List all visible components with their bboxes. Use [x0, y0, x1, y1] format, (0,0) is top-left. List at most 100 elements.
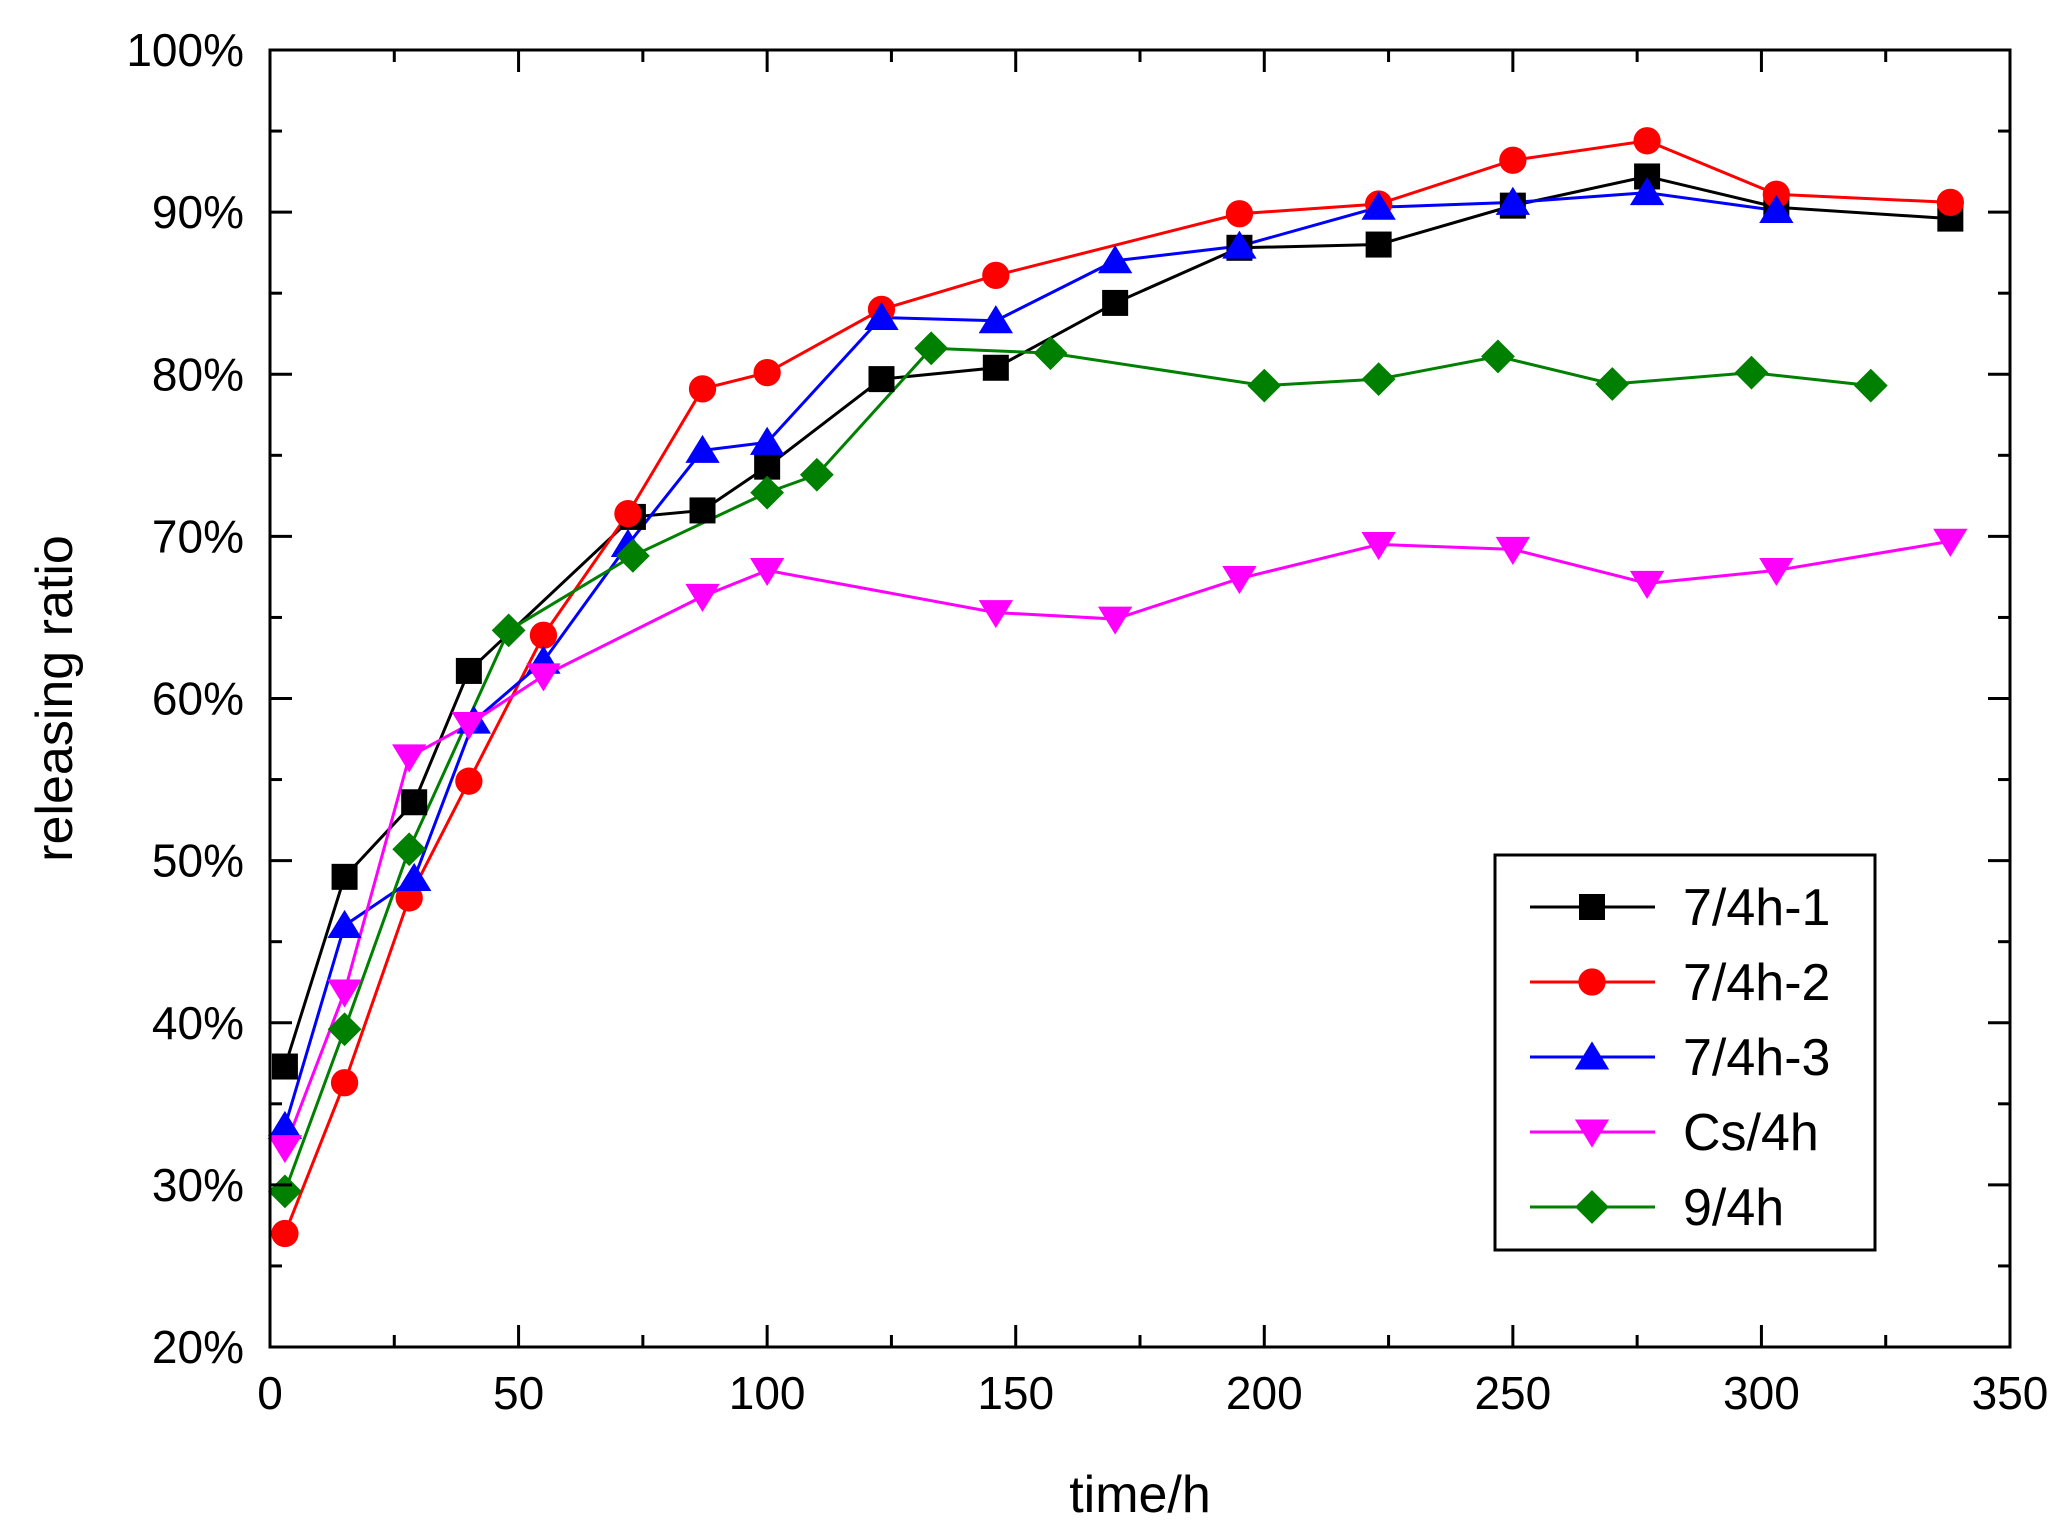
marker-diamond — [491, 613, 526, 648]
marker-triangle-up — [1097, 245, 1133, 274]
x-axis-title: time/h — [1069, 1466, 1211, 1524]
marker-circle — [1225, 200, 1254, 228]
x-tick-label: 200 — [1226, 1367, 1303, 1419]
marker-triangle-down — [1629, 570, 1665, 599]
marker-diamond — [1734, 355, 1769, 390]
marker-diamond — [914, 331, 949, 366]
marker-diamond — [392, 832, 427, 867]
marker-triangle-up — [267, 1110, 303, 1139]
legend-box — [1493, 853, 1877, 1252]
marker-triangle-up — [397, 862, 432, 891]
marker-triangle-down — [1574, 1119, 1610, 1148]
marker-square — [868, 366, 895, 393]
marker-triangle-up — [1629, 177, 1665, 206]
y-tick-label: 20% — [152, 1321, 244, 1373]
marker-triangle-down — [1759, 557, 1794, 587]
marker-circle — [1499, 146, 1527, 174]
marker-square — [271, 1053, 298, 1080]
x-tick-label: 50 — [493, 1367, 544, 1419]
marker-triangle-up — [864, 301, 899, 330]
series-line — [283, 139, 1951, 1235]
marker-triangle-down — [451, 711, 487, 741]
y-tick-label: 100% — [126, 24, 244, 76]
marker-triangle-down — [1097, 606, 1133, 635]
marker-triangle-up — [327, 909, 362, 938]
axes: 0 50 100 150 200 250 300 350 20% 30% 40% 50% 60% 70% 8… — [126, 24, 2048, 1419]
marker-triangle-down — [392, 744, 427, 773]
marker-circle — [982, 261, 1010, 290]
marker-square — [754, 453, 781, 480]
marker-diamond — [1575, 1190, 1609, 1224]
y-tick-label: 40% — [152, 997, 244, 1049]
marker-circle — [330, 1069, 359, 1097]
x-tick-label: 350 — [1972, 1367, 2049, 1419]
series-line — [283, 174, 1951, 1067]
x-tick-label: 100 — [729, 1367, 806, 1419]
x-tick-label: 300 — [1723, 1367, 1800, 1419]
marker-triangle-up — [1574, 1041, 1610, 1070]
marker-diamond — [1481, 339, 1515, 374]
marker-circle — [688, 375, 717, 403]
marker-diamond — [1247, 368, 1282, 403]
series-markers — [267, 127, 1968, 1248]
marker-triangle-down — [526, 663, 561, 692]
marker-diamond — [1033, 336, 1068, 371]
y-tick-label: 50% — [152, 835, 244, 887]
y-tick-label: 60% — [152, 673, 244, 725]
x-tick-label: 150 — [977, 1367, 1054, 1419]
marker-circle — [753, 358, 781, 387]
y-axis-title: releasing ratio — [26, 535, 84, 862]
marker-triangle-up — [685, 434, 720, 463]
marker-triangle-up — [1495, 186, 1531, 215]
marker-circle — [455, 767, 483, 795]
marker-triangle-down — [1495, 536, 1531, 565]
marker-circle — [395, 884, 423, 912]
marker-diamond — [1853, 368, 1888, 403]
legend-label: Cs/4h — [1683, 1104, 1819, 1162]
marker-triangle-up — [749, 426, 785, 455]
marker-triangle-down — [327, 979, 362, 1008]
marker-triangle-up — [978, 305, 1013, 334]
marker-triangle-up — [1361, 191, 1396, 220]
marker-triangle-down — [1361, 532, 1396, 561]
marker-circle — [1762, 180, 1790, 208]
y-tick-label: 70% — [152, 510, 244, 562]
x-tick-label: 250 — [1474, 1367, 1551, 1419]
legend-label: 7/4h-3 — [1683, 1029, 1830, 1087]
y-tick-label: 30% — [152, 1159, 244, 1211]
marker-square — [982, 354, 1009, 381]
marker-triangle-down — [1933, 528, 1968, 557]
legend-label: 9/4h — [1683, 1179, 1784, 1237]
marker-diamond — [799, 457, 834, 492]
marker-triangle-up — [1759, 194, 1794, 223]
marker-triangle-down — [978, 600, 1013, 629]
marker-circle — [1633, 127, 1661, 155]
marker-square — [455, 657, 482, 684]
marker-circle — [1936, 188, 1964, 217]
legend: 7/4h-1 7/4h-2 7/4h-3 Cs/4h 9/4h — [1493, 853, 1877, 1252]
marker-diamond — [268, 1174, 302, 1209]
marker-diamond — [327, 1012, 362, 1047]
marker-circle — [614, 500, 642, 528]
marker-diamond — [1595, 367, 1630, 401]
x-tick-label: 0 — [257, 1367, 283, 1419]
marker-diamond — [1361, 362, 1396, 397]
y-tick-label: 90% — [152, 186, 244, 238]
marker-circle — [1578, 968, 1606, 996]
marker-square — [1579, 894, 1605, 920]
series-line — [283, 191, 1777, 1127]
marker-diamond — [750, 475, 785, 510]
legend-label: 7/4h-2 — [1683, 954, 1830, 1012]
marker-square — [1365, 231, 1392, 258]
marker-circle — [529, 621, 558, 649]
marker-triangle-down — [1222, 566, 1257, 595]
marker-square — [401, 789, 428, 816]
marker-diamond — [616, 538, 650, 573]
marker-square — [331, 863, 358, 890]
marker-square — [689, 497, 716, 524]
legend-label: 7/4h-1 — [1683, 879, 1830, 937]
marker-triangle-down — [749, 557, 785, 587]
marker-triangle-down — [685, 583, 720, 612]
